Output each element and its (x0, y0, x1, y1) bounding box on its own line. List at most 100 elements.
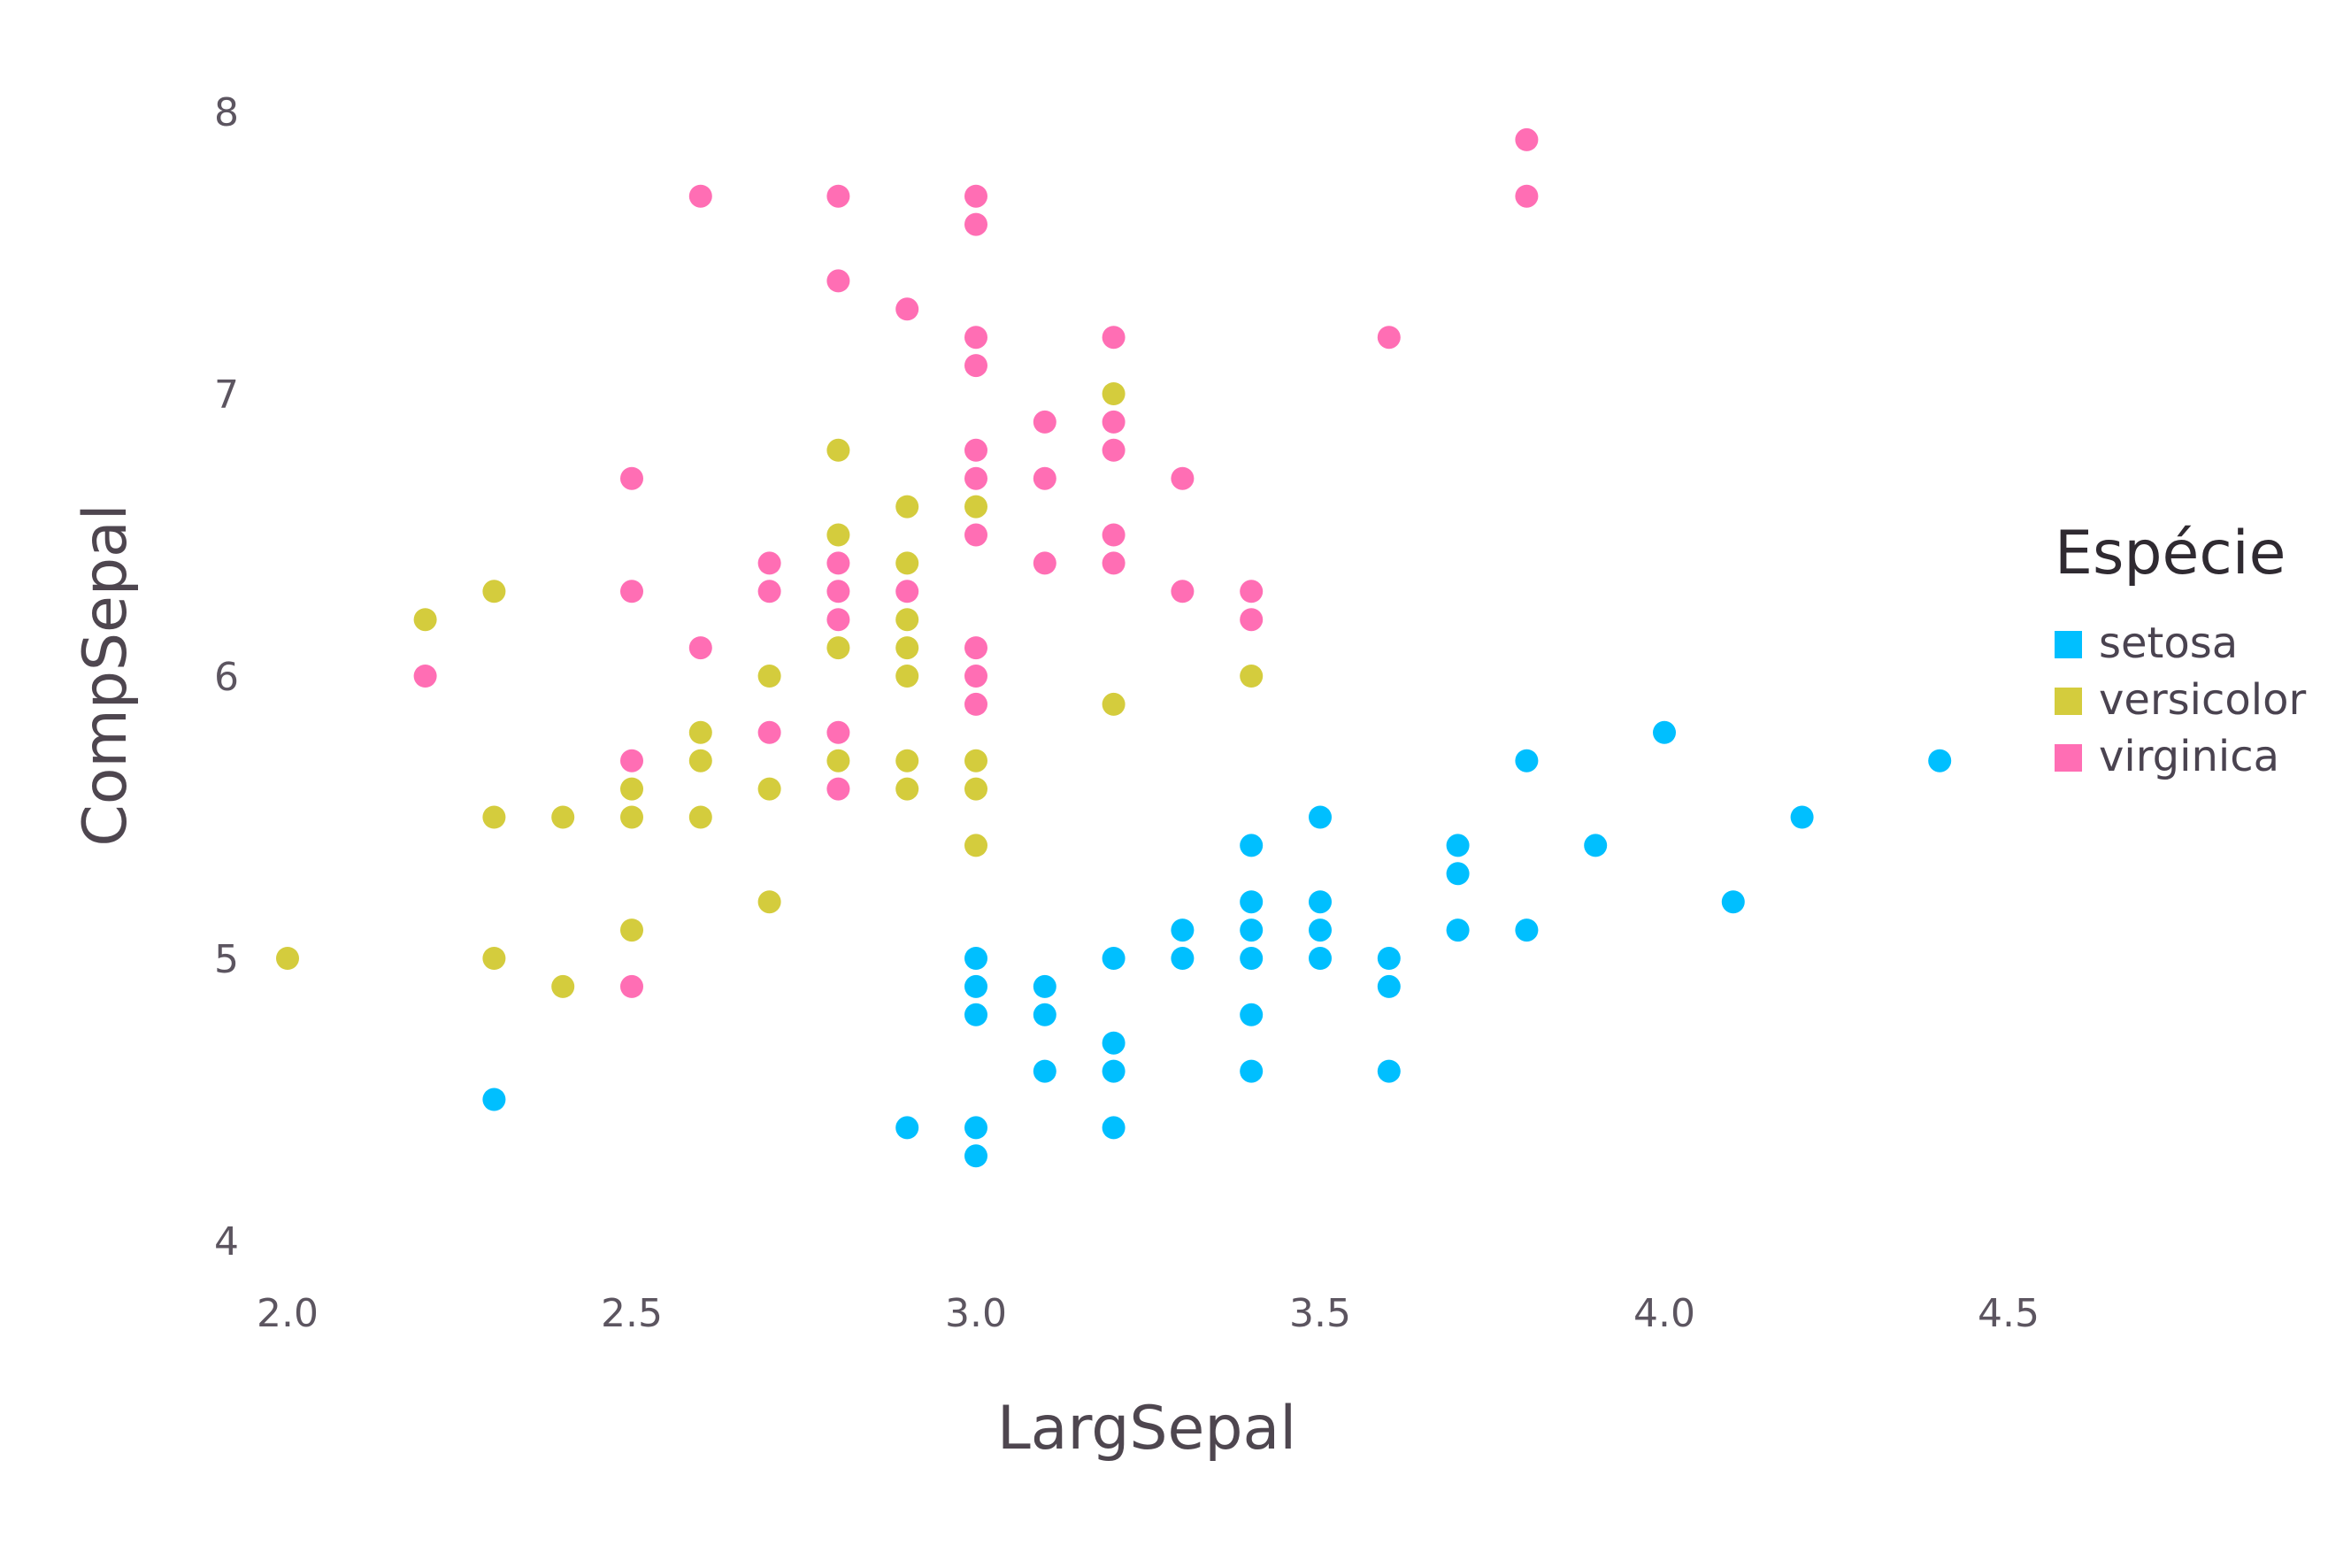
y-tick-label: 4 (214, 1219, 239, 1264)
data-point-virginica (1377, 326, 1401, 350)
data-point-versicolor (620, 919, 643, 942)
data-point-virginica (1033, 551, 1056, 575)
data-point-virginica (413, 665, 437, 688)
data-point-versicolor (620, 777, 643, 801)
data-point-setosa (1928, 749, 1952, 772)
data-point-versicolor (620, 805, 643, 829)
data-point-versicolor (688, 720, 712, 744)
data-point-setosa (1653, 720, 1676, 744)
data-point-virginica (964, 523, 987, 547)
data-point-virginica (964, 326, 987, 350)
series-virginica (413, 127, 1539, 998)
data-point-setosa (964, 974, 987, 998)
data-point-versicolor (895, 551, 919, 575)
data-point-setosa (964, 1003, 987, 1026)
data-point-virginica (826, 269, 850, 293)
data-point-versicolor (551, 805, 575, 829)
data-point-setosa (1240, 834, 1264, 857)
data-point-virginica (964, 354, 987, 378)
legend-swatch-versicolor (2055, 688, 2082, 715)
data-point-virginica (964, 466, 987, 490)
data-point-virginica (1240, 580, 1264, 603)
data-point-setosa (1102, 1116, 1126, 1140)
data-point-versicolor (688, 805, 712, 829)
data-point-virginica (826, 777, 850, 801)
data-point-setosa (964, 947, 987, 970)
data-point-setosa (1102, 947, 1126, 970)
legend-label-versicolor: versicolor (2099, 675, 2306, 725)
data-point-setosa (1446, 862, 1470, 886)
legend: Espécie setosa versicolor virginica (2055, 519, 2306, 781)
y-tick-label: 7 (214, 373, 239, 418)
data-point-virginica (1033, 466, 1056, 490)
x-tick-label: 2.0 (257, 1291, 319, 1336)
data-point-setosa (895, 1116, 919, 1140)
data-point-virginica (964, 184, 987, 208)
data-point-versicolor (482, 805, 506, 829)
series-setosa (482, 720, 1952, 1168)
data-point-versicolor (895, 777, 919, 801)
data-point-virginica (826, 551, 850, 575)
data-point-setosa (1515, 749, 1539, 772)
data-point-virginica (964, 212, 987, 236)
data-point-setosa (1102, 1059, 1126, 1083)
data-point-setosa (1721, 890, 1745, 914)
data-point-virginica (1240, 608, 1264, 632)
series-versicolor (276, 382, 1264, 998)
data-point-virginica (1033, 410, 1056, 434)
y-tick-label: 8 (214, 90, 239, 135)
data-point-virginica (688, 636, 712, 660)
data-point-versicolor (964, 495, 987, 519)
data-point-versicolor (757, 890, 781, 914)
data-point-versicolor (482, 580, 506, 603)
data-point-versicolor (276, 947, 299, 970)
data-point-versicolor (826, 636, 850, 660)
data-point-virginica (757, 551, 781, 575)
data-point-setosa (1033, 974, 1056, 998)
data-point-setosa (1446, 834, 1470, 857)
data-point-setosa (1033, 1003, 1056, 1026)
data-point-virginica (826, 608, 850, 632)
data-point-setosa (1033, 1059, 1056, 1083)
data-point-versicolor (1102, 382, 1126, 405)
data-point-virginica (1515, 127, 1539, 151)
y-tick-label: 5 (214, 937, 239, 982)
data-point-virginica (826, 720, 850, 744)
data-point-setosa (1171, 919, 1195, 942)
data-point-versicolor (895, 749, 919, 772)
data-point-virginica (688, 184, 712, 208)
data-point-virginica (620, 974, 643, 998)
data-point-virginica (620, 749, 643, 772)
data-point-setosa (1790, 805, 1814, 829)
x-tick-label: 4.0 (1633, 1291, 1695, 1336)
data-point-setosa (1240, 919, 1264, 942)
x-axis-ticks: 2.0 2.5 3.0 3.5 4.0 4.5 (257, 1291, 2040, 1336)
data-point-versicolor (413, 608, 437, 632)
data-point-versicolor (826, 749, 850, 772)
data-point-setosa (1240, 1003, 1264, 1026)
data-point-setosa (1309, 919, 1332, 942)
data-point-setosa (964, 1144, 987, 1168)
x-tick-label: 3.5 (1289, 1291, 1351, 1336)
points-layer (276, 127, 1952, 1168)
data-point-setosa (1240, 1059, 1264, 1083)
data-point-versicolor (895, 665, 919, 688)
data-point-virginica (1102, 551, 1126, 575)
data-point-virginica (964, 692, 987, 716)
data-point-setosa (1377, 947, 1401, 970)
legend-label-setosa: setosa (2099, 619, 2238, 668)
data-point-virginica (895, 580, 919, 603)
data-point-setosa (1515, 919, 1539, 942)
data-point-setosa (964, 1116, 987, 1140)
x-tick-label: 3.0 (945, 1291, 1007, 1336)
y-tick-label: 6 (214, 655, 239, 700)
data-point-virginica (757, 720, 781, 744)
data-point-setosa (1309, 890, 1332, 914)
data-point-versicolor (551, 974, 575, 998)
data-point-virginica (1171, 466, 1195, 490)
data-point-virginica (757, 580, 781, 603)
data-point-virginica (1102, 438, 1126, 462)
data-point-versicolor (895, 608, 919, 632)
data-point-versicolor (964, 749, 987, 772)
